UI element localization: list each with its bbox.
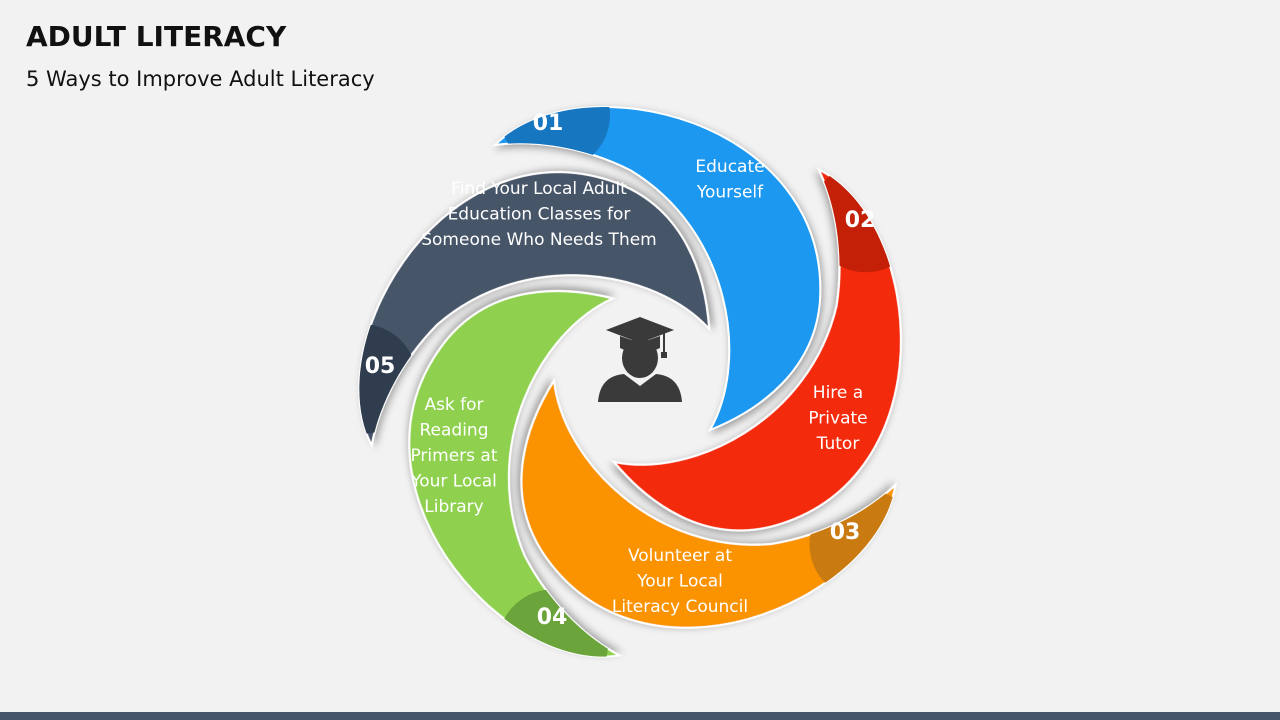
segment-shape: [611, 167, 902, 532]
step-number: 05: [365, 354, 396, 379]
step-label: Someone Who Needs Them: [421, 230, 657, 250]
step-label: Yourself: [696, 183, 764, 203]
step-label: Hire a: [813, 383, 863, 403]
step-number: 01: [533, 111, 564, 136]
step-label: Tutor: [816, 434, 860, 454]
step-label: Private: [808, 409, 867, 429]
step-label: Find Your Local Adult: [451, 179, 627, 199]
step-number: 02: [845, 208, 876, 233]
segment-shape: [408, 290, 623, 658]
number-badge: [500, 106, 610, 170]
step-label: Education Classes for: [448, 205, 631, 225]
step-label: Educate: [695, 157, 764, 177]
step-label: Literacy Council: [612, 597, 748, 617]
step-number: 04: [537, 605, 568, 630]
step-number: 03: [830, 520, 861, 545]
footer-bar: [0, 712, 1280, 720]
segment: [492, 106, 822, 432]
step-label: Volunteer at: [628, 546, 732, 566]
step-label: Reading: [419, 421, 488, 441]
graduate-icon: [598, 317, 682, 402]
step-label: Your Local: [410, 472, 497, 492]
step-label: Ask for: [424, 395, 483, 415]
segment-shape: [520, 377, 897, 629]
step-label: Primers at: [410, 446, 497, 466]
segment-shape: [358, 171, 711, 449]
segment-shape: [492, 106, 822, 432]
subtitle: 5 Ways to Improve Adult Literacy: [26, 67, 375, 91]
step-label: Library: [424, 497, 483, 517]
step-label: Your Local: [636, 572, 723, 592]
title: ADULT LITERACY: [26, 20, 287, 53]
